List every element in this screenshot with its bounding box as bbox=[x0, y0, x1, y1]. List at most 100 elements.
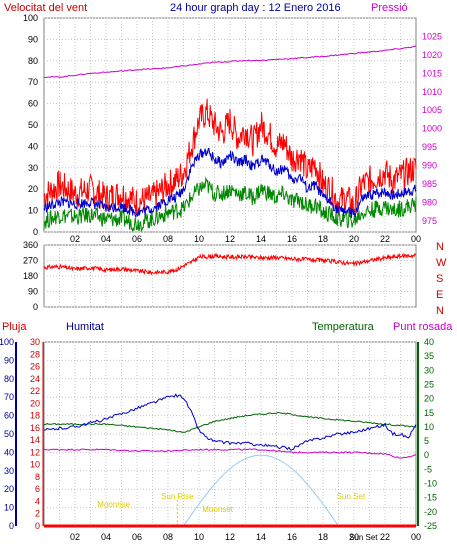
temperature-y-tick: -20 bbox=[424, 507, 437, 517]
wind-y-tick: 0 bbox=[33, 227, 38, 237]
wind-y-tick: 100 bbox=[23, 13, 38, 23]
temperature-y-tick: -15 bbox=[424, 493, 437, 503]
rain-y-tick: 30 bbox=[30, 337, 40, 347]
pressure-y-tick: 975 bbox=[422, 216, 437, 226]
wind-pressure-panel: 0102030405060708090100975980985990995100… bbox=[23, 13, 442, 244]
rain-y-tick: 28 bbox=[30, 349, 40, 359]
humidity-y-tick: 50 bbox=[4, 429, 14, 439]
rain-y-tick: 18 bbox=[30, 411, 40, 421]
humidity-x-tick: 10 bbox=[194, 532, 204, 542]
wind-x-tick: 12 bbox=[225, 234, 235, 244]
rain-y-tick: 22 bbox=[30, 386, 40, 396]
temperature-y-tick: 25 bbox=[424, 379, 434, 389]
humidity-y-tick: 70 bbox=[4, 392, 14, 402]
humidity-label: Humitat bbox=[66, 321, 104, 333]
temperature-y-tick: 10 bbox=[424, 422, 434, 432]
series-temperature bbox=[43, 411, 417, 433]
humidity-x-tick: 04 bbox=[101, 532, 111, 542]
wind-x-tick: 04 bbox=[101, 234, 111, 244]
humidity-x-tick: 14 bbox=[256, 532, 266, 542]
pressure-y-tick: 1025 bbox=[422, 31, 442, 41]
series-humidity bbox=[44, 393, 417, 451]
pressure-y-tick: 1000 bbox=[422, 124, 442, 134]
pressure-chart-label: Pressió bbox=[371, 2, 408, 14]
wind-chart-label: Velocitat del vent bbox=[4, 2, 87, 14]
rain-y-tick: 12 bbox=[30, 447, 40, 457]
humidity-x-tick: 02 bbox=[70, 532, 80, 542]
pressure-y-tick: 1010 bbox=[422, 87, 442, 97]
sun-event-label: Sun Rise bbox=[161, 492, 194, 501]
pressure-y-tick: 990 bbox=[422, 161, 437, 171]
humidity-y-tick: 30 bbox=[4, 466, 14, 476]
humidity-y-tick: 60 bbox=[4, 411, 14, 421]
direction-y-tick: 0 bbox=[33, 302, 38, 312]
temperature-y-tick: 40 bbox=[424, 337, 434, 347]
wind-x-tick: 06 bbox=[132, 234, 142, 244]
humidity-temperature-panel: 0102030405060708090100024681012141618202… bbox=[0, 337, 437, 542]
humidity-y-tick: 20 bbox=[4, 484, 14, 494]
temperature-y-tick: 0 bbox=[424, 450, 429, 460]
direction-y-tick: 360 bbox=[23, 240, 38, 250]
rain-y-tick: 4 bbox=[35, 496, 40, 506]
wind-x-tick: 10 bbox=[194, 234, 204, 244]
wind-x-tick: 02 bbox=[70, 234, 80, 244]
wind-x-tick: 08 bbox=[163, 234, 173, 244]
rain-y-tick: 26 bbox=[30, 362, 40, 372]
rain-y-tick: 0 bbox=[35, 521, 40, 531]
rain-y-tick: 14 bbox=[30, 435, 40, 445]
wind-x-tick: 14 bbox=[256, 234, 266, 244]
rain-label: Pluja bbox=[2, 321, 27, 333]
compass-label: N bbox=[436, 305, 444, 317]
pressure-y-tick: 985 bbox=[422, 179, 437, 189]
pressure-y-tick: 1015 bbox=[422, 68, 442, 78]
humidity-x-tick: 20 bbox=[349, 532, 359, 542]
wind-y-tick: 70 bbox=[28, 77, 38, 87]
humidity-y-tick: 40 bbox=[4, 447, 14, 457]
direction-series bbox=[43, 252, 417, 276]
chart-title: 24 hour graph day : 12 Enero 2016 bbox=[170, 2, 341, 14]
direction-y-tick: 270 bbox=[23, 256, 38, 266]
humidity-y-tick: 0 bbox=[9, 521, 14, 531]
pressure-y-tick: 1005 bbox=[422, 105, 442, 115]
pressure-y-tick: 995 bbox=[422, 142, 437, 152]
rain-y-tick: 20 bbox=[30, 398, 40, 408]
wind-x-tick: 18 bbox=[318, 234, 328, 244]
wind-y-tick: 40 bbox=[28, 141, 38, 151]
wind-series-minimum bbox=[43, 176, 417, 233]
rain-y-tick: 24 bbox=[30, 374, 40, 384]
compass-label: S bbox=[436, 273, 443, 285]
wind-y-tick: 10 bbox=[28, 206, 38, 216]
humidity-x-tick: 16 bbox=[287, 532, 297, 542]
humidity-x-tick: 08 bbox=[163, 532, 173, 542]
pressure-y-tick: 1020 bbox=[422, 50, 442, 60]
sun-event-label: Sun Set bbox=[349, 533, 378, 542]
temperature-y-tick: 35 bbox=[424, 351, 434, 361]
humidity-y-tick: 100 bbox=[0, 337, 14, 347]
wind-series-average bbox=[43, 147, 417, 219]
humidity-y-tick: 90 bbox=[4, 355, 14, 365]
moon-event-label: Moonrise bbox=[97, 500, 130, 509]
humidity-x-tick: 06 bbox=[132, 532, 142, 542]
sun-event-label: Sun Set bbox=[337, 492, 366, 501]
humidity-y-tick: 10 bbox=[4, 503, 14, 513]
wind-y-tick: 20 bbox=[28, 184, 38, 194]
rain-y-tick: 8 bbox=[35, 472, 40, 482]
humidity-x-tick: 12 bbox=[225, 532, 235, 542]
sun-elevation-curve bbox=[183, 454, 339, 527]
wind-y-tick: 80 bbox=[28, 56, 38, 66]
temperature-y-tick: 5 bbox=[424, 436, 429, 446]
moon-event-label: Moonset bbox=[202, 505, 233, 514]
rain-y-tick: 2 bbox=[35, 509, 40, 519]
rain-y-tick: 16 bbox=[30, 423, 40, 433]
temperature-y-tick: -25 bbox=[424, 521, 437, 531]
humidity-x-tick: 00 bbox=[411, 532, 421, 542]
compass-label: N bbox=[436, 241, 444, 253]
wind-x-tick: 22 bbox=[380, 234, 390, 244]
rain-y-tick: 10 bbox=[30, 460, 40, 470]
temperature-y-tick: -5 bbox=[424, 464, 432, 474]
compass-label: E bbox=[436, 289, 443, 301]
direction-y-tick: 90 bbox=[28, 287, 38, 297]
